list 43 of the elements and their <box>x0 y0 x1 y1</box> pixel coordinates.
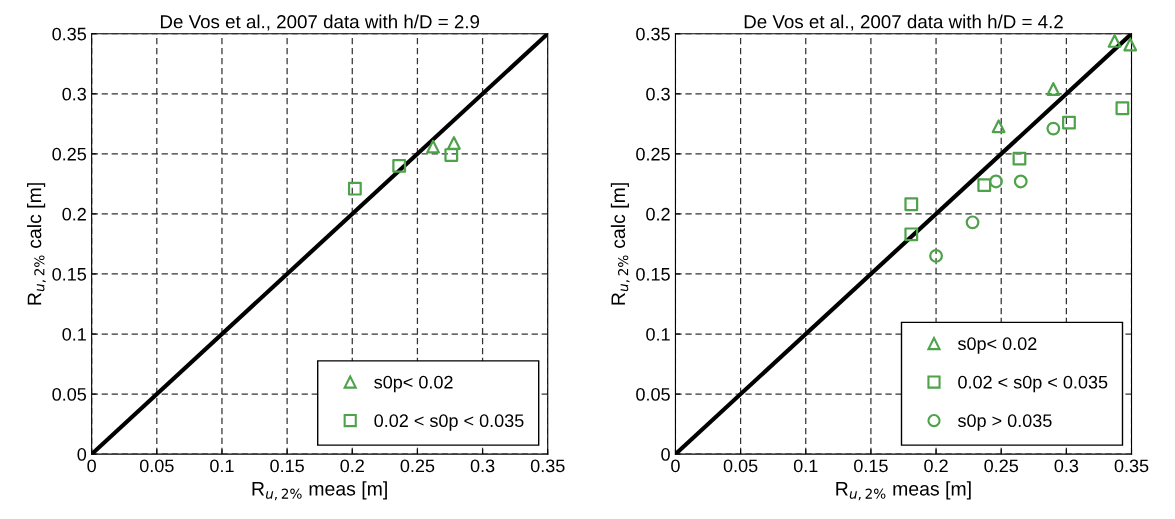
chart-title: De Vos et al., 2007 data with h/D = 4.2 <box>744 14 1063 31</box>
y-tick-label: 0.15 <box>52 267 87 281</box>
y-axis-title: R$_{u,2%}$ calc [m] <box>27 183 46 305</box>
legend-label: s0p< 0.02 <box>374 375 453 393</box>
y-tick-label: 0.05 <box>52 388 87 401</box>
y-tick-label: 0.2 <box>646 207 670 221</box>
y-tick-label: 0.35 <box>52 27 87 41</box>
x-tick-label: 0.3 <box>1054 459 1079 473</box>
x-tick-label: 0.1 <box>793 459 818 473</box>
chart-title: De Vos et al., 2007 data with h/D = 2.9 <box>160 14 480 31</box>
y-tick-label: 0 <box>661 448 670 461</box>
x-tick-label: 0 <box>87 459 96 473</box>
legend-label: 0.02 < s0p < 0.035 <box>374 414 524 431</box>
legend-label: 0.02 < s0p < 0.035 <box>958 375 1108 393</box>
y-tick-label: 0.25 <box>52 147 87 161</box>
x-tick-label: 0.1 <box>210 459 234 473</box>
x-tick-label: 0.3 <box>470 459 495 473</box>
x-tick-label: 0.15 <box>270 459 304 473</box>
x-tick-label: 0.35 <box>1114 459 1149 473</box>
y-tick-label: 0.2 <box>62 207 86 221</box>
y-tick-label: 0.1 <box>62 327 86 341</box>
y-tick-label: 0.35 <box>636 27 670 41</box>
x-tick-label: 0 <box>671 459 680 473</box>
y-tick-label: 0.3 <box>62 87 86 101</box>
legend-label: s0p< 0.02 <box>957 337 1037 354</box>
y-tick-label: 0.25 <box>636 147 670 161</box>
x-tick-label: 0.2 <box>340 459 364 473</box>
legend-label: s0p > 0.035 <box>957 414 1052 431</box>
y-tick-label: 0.15 <box>636 267 670 281</box>
y-tick-label: 0.3 <box>646 87 670 101</box>
y-tick-label: 0.05 <box>636 388 670 401</box>
y-tick-label: 0 <box>77 448 87 461</box>
x-tick-label: 0.15 <box>854 459 888 473</box>
x-tick-label: 0.05 <box>139 459 174 473</box>
x-tick-label: 0.05 <box>723 459 758 473</box>
x-tick-label: 0.35 <box>530 459 565 473</box>
y-axis-title: R$_{u,2%}$ calc [m] <box>610 183 630 305</box>
x-tick-label: 0.25 <box>400 459 435 473</box>
x-tick-label: 0.2 <box>924 459 948 473</box>
x-axis-title: R$_{u,2%}$ meas [m] <box>836 481 971 501</box>
y-tick-label: 0.1 <box>646 327 670 341</box>
x-tick-label: 0.25 <box>984 459 1019 473</box>
x-axis-title: R$_{u,2%}$ meas [m] <box>252 481 387 501</box>
